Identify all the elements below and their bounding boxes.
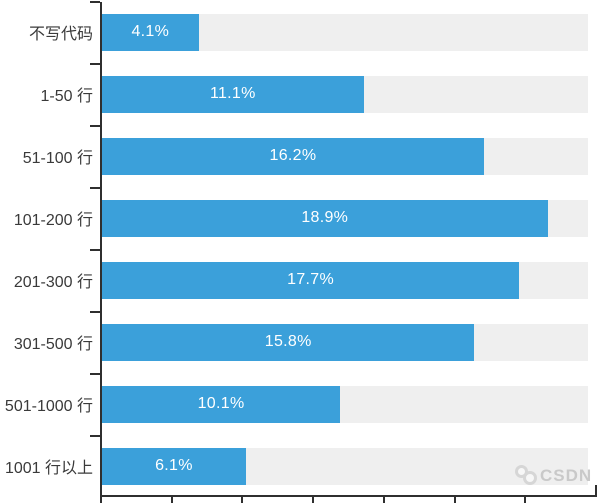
value-label: 4.1% [131,23,170,40]
category-label: 501-1000 行 [4,398,93,415]
value-label: 15.8% [264,333,312,350]
chart-row: 1-50 行 11.1% [0,63,605,125]
chart-row: 201-300 行 17.7% [0,249,605,311]
bar: 11.1% [102,75,364,113]
x-axis-tick [453,497,456,503]
chart-row: 501-1000 行 10.1% [0,373,605,435]
y-axis-tick [90,373,100,375]
chart-row: 不写代码 4.1% [0,1,605,63]
y-axis-tick [90,1,100,3]
category-label: 51-100 行 [22,150,93,167]
x-axis-tick [382,497,385,503]
category-label: 301-500 行 [13,336,93,353]
bar-track: 16.2% [102,137,588,175]
value-label: 18.9% [301,209,349,226]
bar: 6.1% [102,447,246,485]
bar-track: 10.1% [102,385,588,423]
category-label: 201-300 行 [13,274,93,291]
x-axis-tick [524,497,527,503]
csdn-watermark-text: CSDN [540,465,593,485]
x-axis-tick [241,497,244,503]
bar: 4.1% [102,13,199,51]
bar-track: 6.1% [102,447,588,485]
bar-track: 4.1% [102,13,588,51]
bar: 18.9% [102,199,548,237]
y-axis-line [100,2,102,503]
y-axis-tick [90,187,100,189]
value-label: 11.1% [209,85,256,102]
y-axis-tick [90,63,100,65]
y-axis-tick [90,311,100,313]
bar-track: 18.9% [102,199,588,237]
value-label: 17.7% [287,271,335,288]
y-axis-tick [90,249,100,251]
bar: 16.2% [102,137,484,175]
category-label: 1001 行以上 [4,460,93,477]
category-label: 101-200 行 [13,212,93,229]
bar-track: 17.7% [102,261,588,299]
bar-track: 11.1% [102,75,588,113]
category-label: 1-50 行 [40,88,93,105]
bar: 15.8% [102,323,475,361]
csdn-logo-icon [514,464,540,486]
value-label: 6.1% [155,457,193,474]
chart-row: 1001 行以上 6.1% [0,435,605,497]
chart-row: 101-200 行 18.9% [0,187,605,249]
x-axis-line [100,495,597,497]
value-label: 16.2% [269,147,317,164]
y-axis-tick [90,435,100,437]
category-label: 不写代码 [28,26,93,43]
chart-row: 301-500 行 15.8% [0,311,605,373]
y-axis-tick [90,125,100,127]
x-axis-tick [170,497,173,503]
chart-row: 51-100 行 16.2% [0,125,605,187]
x-axis-tick [312,497,315,503]
bar: 17.7% [102,261,520,299]
x-axis-end-tick [595,485,597,495]
csdn-watermark: CSDN [514,464,592,486]
value-label: 10.1% [197,395,245,412]
bar: 10.1% [102,385,341,423]
bar-track: 15.8% [102,323,588,361]
